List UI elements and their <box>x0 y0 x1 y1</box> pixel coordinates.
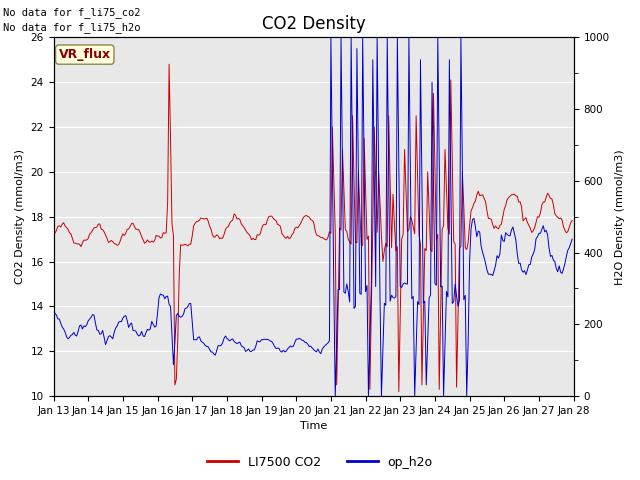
Legend: LI7500 CO2, op_h2o: LI7500 CO2, op_h2o <box>202 451 438 474</box>
Text: No data for f_li75_co2: No data for f_li75_co2 <box>3 7 141 18</box>
Text: VR_flux: VR_flux <box>59 48 111 61</box>
Text: No data for f_li75_h2o: No data for f_li75_h2o <box>3 22 141 33</box>
X-axis label: Time: Time <box>300 421 327 432</box>
Y-axis label: H2O Density (mmol/m3): H2O Density (mmol/m3) <box>615 149 625 285</box>
Title: CO2 Density: CO2 Density <box>262 15 365 33</box>
Y-axis label: CO2 Density (mmol/m3): CO2 Density (mmol/m3) <box>15 149 25 284</box>
